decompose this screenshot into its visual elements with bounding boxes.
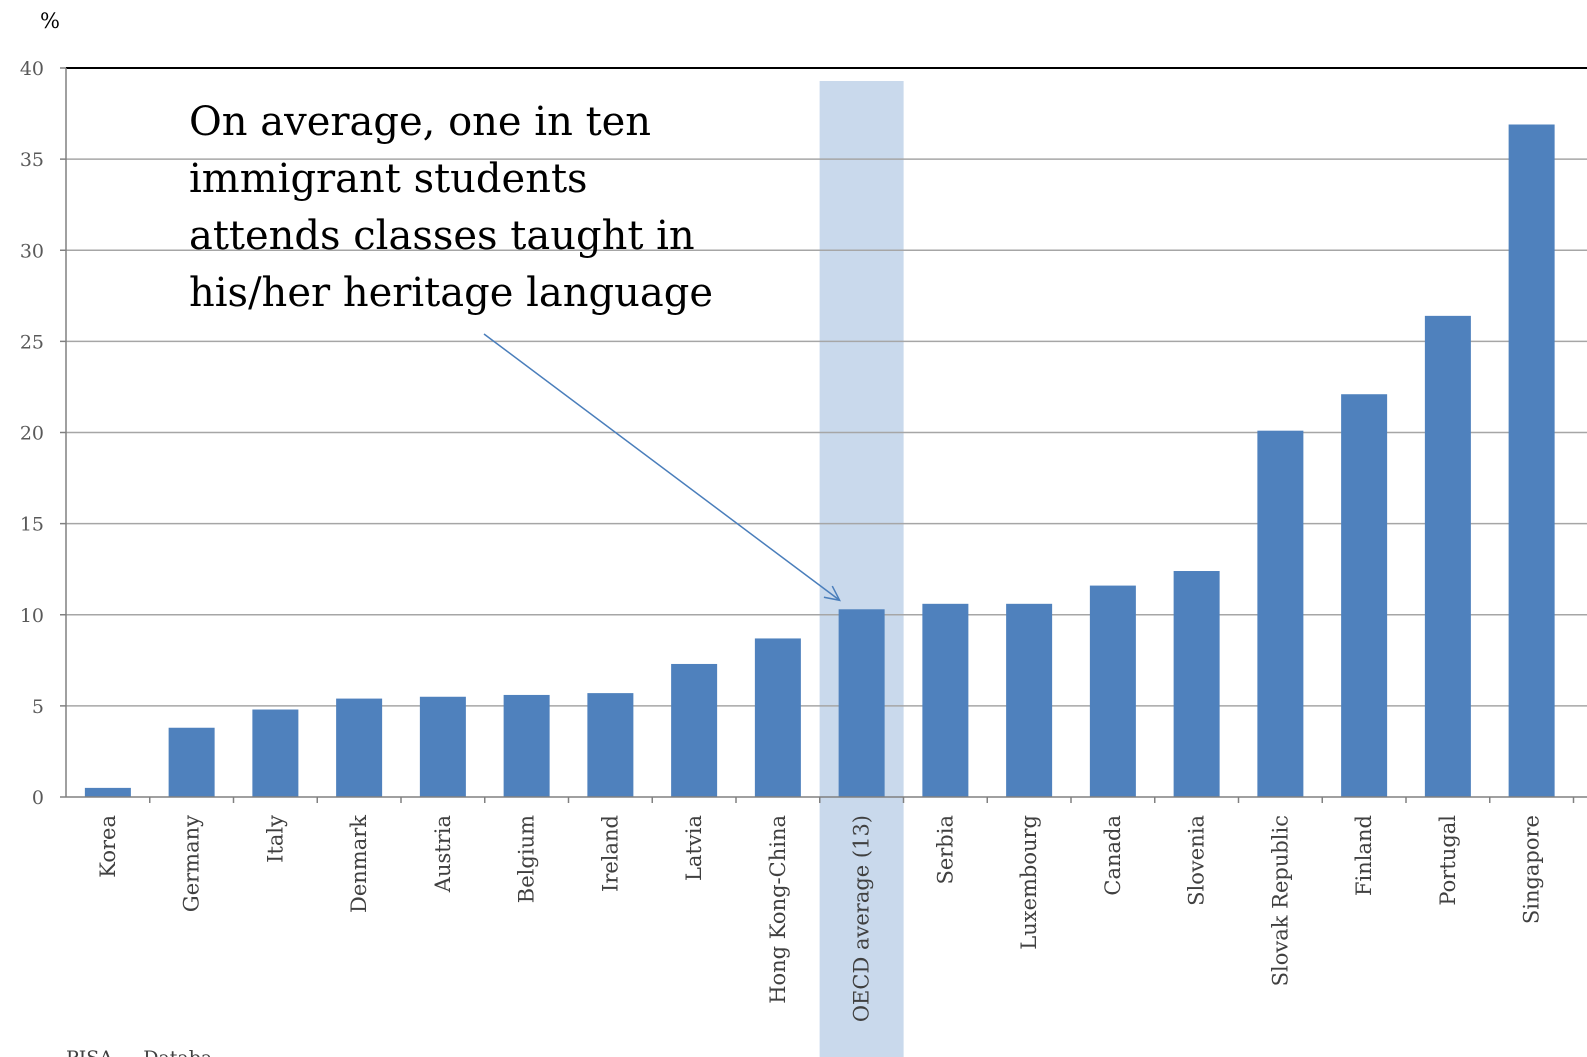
axes: [60, 67, 1587, 803]
y-unit-label: %: [40, 9, 60, 33]
annotation-arrowhead: [823, 585, 842, 602]
bar-slovak-republic: [1257, 430, 1304, 797]
bar-germany: [168, 727, 215, 797]
y-tick-label: 5: [32, 696, 44, 718]
bar-serbia: [922, 603, 969, 797]
bar-singapore: [1508, 124, 1555, 797]
gridlines: [66, 158, 1587, 707]
x-category-label: OECD average (13): [850, 815, 874, 1022]
bars: [84, 124, 1555, 797]
bar-belgium: [503, 694, 550, 797]
x-category-label: Germany: [180, 815, 204, 912]
x-category-label: Hong Kong-China: [766, 815, 790, 1004]
x-category-label: Belgium: [515, 815, 539, 903]
bar-hong-kong-china: [754, 638, 801, 797]
x-category-label: Luxembourg: [1017, 815, 1041, 950]
bar-italy: [252, 709, 299, 797]
y-tick-label: 30: [20, 240, 44, 262]
annotation-line: On average, one in ten: [189, 99, 651, 145]
x-category-label: Italy: [263, 815, 287, 863]
y-tick-label: 10: [20, 605, 44, 627]
annotation-arrow: [483, 333, 841, 601]
bar-latvia: [671, 663, 718, 797]
highlight-band: [819, 81, 904, 1057]
source-note: PISA ... Databa...: [66, 1047, 230, 1057]
bar-korea: [84, 787, 131, 797]
labels: 0 5 10 15 20 25 30 35 40 Korea Germany Italy Denmark…: [20, 58, 1544, 1057]
bar-slovenia: [1173, 571, 1220, 797]
x-category-label: Korea: [96, 815, 120, 878]
bar-portugal: [1424, 315, 1471, 797]
bar-oecd-average-13-: [838, 609, 885, 797]
bar-canada: [1089, 585, 1136, 797]
y-tick-label: 40: [20, 58, 44, 80]
y-tick-label: 20: [20, 423, 44, 445]
x-category-label: Singapore: [1520, 815, 1544, 924]
bar-ireland: [587, 693, 634, 797]
x-category-label: Denmark: [347, 815, 371, 913]
x-category-label: Ireland: [598, 815, 622, 892]
bar-finland: [1341, 394, 1388, 797]
bar-austria: [419, 696, 466, 797]
y-tick-label: 25: [20, 331, 44, 353]
x-category-label: Portugal: [1436, 815, 1460, 906]
x-category-label: Slovenia: [1185, 815, 1209, 906]
x-category-label: Canada: [1101, 815, 1125, 896]
annotation-line: his/her heritage language: [189, 270, 713, 316]
annotation-line: attends classes taught in: [189, 213, 695, 259]
x-category-label: Finland: [1352, 815, 1376, 896]
x-category-label: Slovak Republic: [1268, 815, 1292, 986]
highlight-band-layer: [819, 81, 904, 1057]
x-category-label: Latvia: [682, 815, 706, 881]
y-tick-label: 15: [20, 514, 44, 536]
x-category-label: Austria: [431, 815, 455, 893]
y-tick-label: 35: [20, 149, 44, 171]
bar-luxembourg: [1006, 603, 1053, 797]
bar-denmark: [336, 698, 383, 797]
x-category-label: Serbia: [933, 815, 957, 885]
annotation: On average, one in ten immigrant students…: [189, 99, 842, 602]
y-tick-label: 0: [32, 787, 44, 809]
annotation-line: immigrant students: [189, 156, 588, 202]
